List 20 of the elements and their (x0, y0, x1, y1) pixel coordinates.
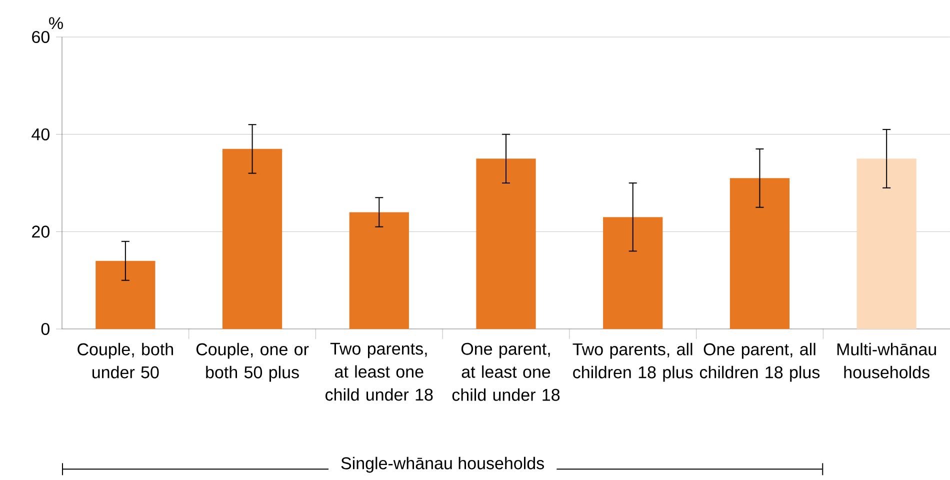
x-tick-label: Two parents, at least one child under 18 (326, 342, 433, 401)
x-tick-label: Couple, one or both 50 plus (196, 342, 309, 382)
bar (476, 158, 536, 329)
bar (349, 212, 409, 329)
x-tick-label: One parent, all children 18 plus (700, 342, 820, 382)
x-tick-label: Multi-whānau households (837, 342, 936, 378)
x-tick-label: Two parents, all children 18 plus (572, 342, 693, 382)
bar (856, 158, 916, 329)
y-tick-label: 40 (32, 128, 50, 140)
x-tick-label: One parent, at least one child under 18 (452, 342, 560, 401)
y-axis-title: % (49, 17, 63, 30)
bar (730, 178, 790, 329)
bar (96, 260, 156, 329)
bar (222, 148, 282, 329)
y-tick-label: 20 (32, 226, 50, 238)
text: Single-whānau households (341, 456, 544, 473)
y-tick-label: 0 (41, 322, 50, 336)
bar (603, 217, 663, 329)
y-tick-label: 60 (32, 30, 50, 44)
x-tick-label: Couple, both under 50 (78, 342, 173, 378)
